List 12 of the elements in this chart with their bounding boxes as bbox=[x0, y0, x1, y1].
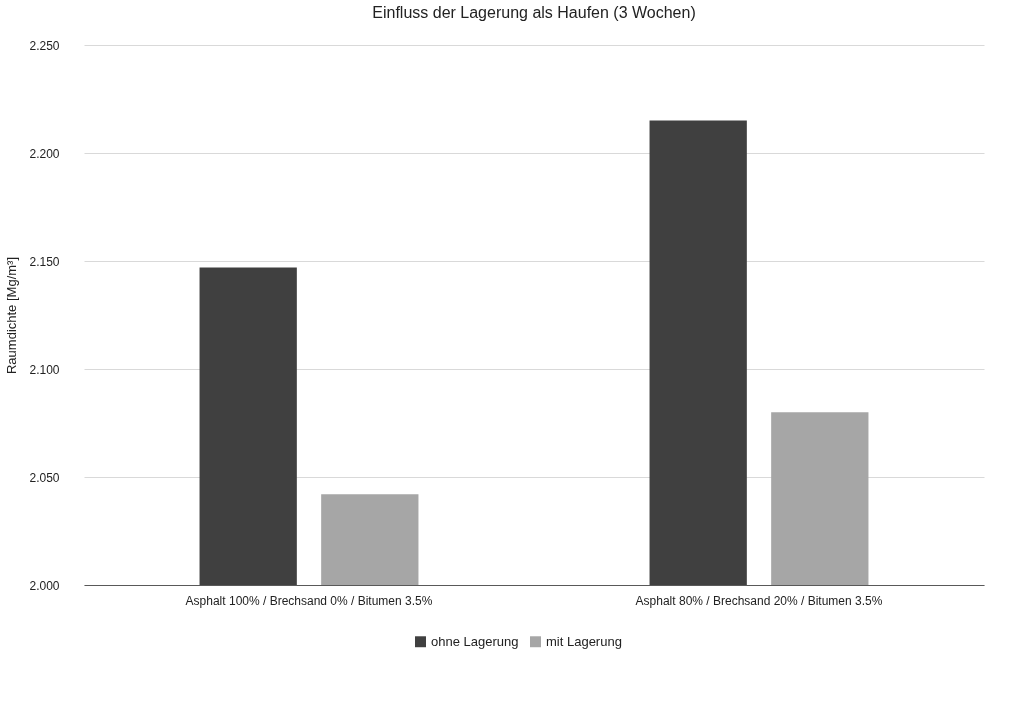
y-tick-label: 2.050 bbox=[29, 470, 60, 485]
y-tick-label: 2.100 bbox=[29, 362, 60, 377]
x-tick-label: Asphalt 100% / Brechsand 0% / Bitumen 3.5% bbox=[185, 593, 433, 608]
x-tick-label: Asphalt 80% / Brechsand 20% / Bitumen 3.5% bbox=[635, 593, 883, 608]
y-tick-label: 2.250 bbox=[29, 38, 60, 53]
y-tick-label: 2.200 bbox=[29, 146, 60, 161]
y-axis-title: Raumdichte [Mg/m³] bbox=[4, 256, 20, 375]
chart-title: Einfluss der Lagerung als Haufen (3 Wochen) bbox=[372, 4, 696, 21]
legend-label: mit Lagerung bbox=[546, 633, 622, 649]
legend-label: ohne Lagerung bbox=[431, 633, 519, 649]
y-tick-label: 2.000 bbox=[29, 578, 60, 593]
y-tick-label: 2.150 bbox=[29, 254, 60, 269]
